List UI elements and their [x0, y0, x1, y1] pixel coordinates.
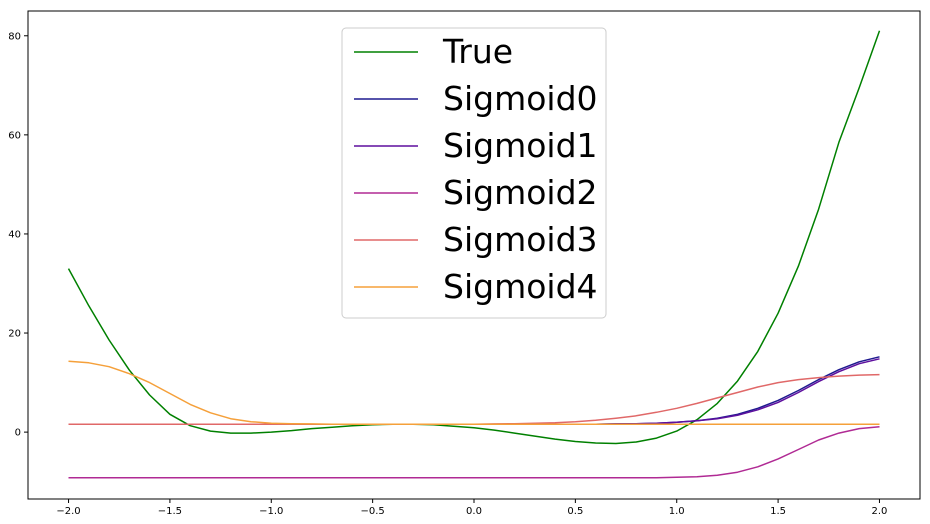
legend-entries: True Sigmoid0 Sigmoid1 Sigmoid2 Sigmoid3 Sigm… [354, 32, 598, 306]
x-tick-label: 0.5 [567, 506, 583, 517]
x-tick-label: 1.5 [770, 506, 786, 517]
x-tick-label: −2.0 [56, 506, 80, 517]
legend-label-sigmoid1: Sigmoid1 [443, 126, 598, 165]
x-tick-label: 0.0 [466, 506, 482, 517]
y-tick-label: 80 [8, 31, 21, 42]
x-tick-label: −0.5 [360, 506, 384, 517]
x-tick-label: 1.0 [669, 506, 685, 517]
y-axis: 0 20 40 60 80 [8, 31, 28, 439]
y-tick-label: 60 [8, 130, 21, 141]
legend-label-sigmoid3: Sigmoid3 [443, 220, 598, 259]
legend-label-sigmoid2: Sigmoid2 [443, 173, 598, 212]
y-tick-label: 40 [8, 229, 21, 240]
x-tick-label: −1.5 [158, 506, 182, 517]
legend-box [341, 27, 607, 319]
legend-label-true: True [442, 32, 513, 71]
legend-label-sigmoid4: Sigmoid4 [443, 267, 598, 306]
series-line-sigmoid2 [68, 425, 880, 479]
legend: True Sigmoid0 Sigmoid1 Sigmoid2 Sigmoid3 Sigm… [341, 27, 607, 319]
series-line-true [67, 30, 881, 445]
legend-label-sigmoid0: Sigmoid0 [443, 79, 598, 118]
x-tick-label: −1.0 [259, 506, 283, 517]
series-layer [67, 30, 881, 479]
y-tick-label: 20 [8, 329, 21, 340]
y-tick-label: 0 [15, 428, 21, 439]
x-axis: −2.0 −1.5 −1.0 −0.5 0.0 0.5 1.0 1.5 2.0 [56, 499, 887, 517]
x-tick-label: 2.0 [872, 506, 888, 517]
series-line-sigmoid4 [68, 360, 880, 425]
